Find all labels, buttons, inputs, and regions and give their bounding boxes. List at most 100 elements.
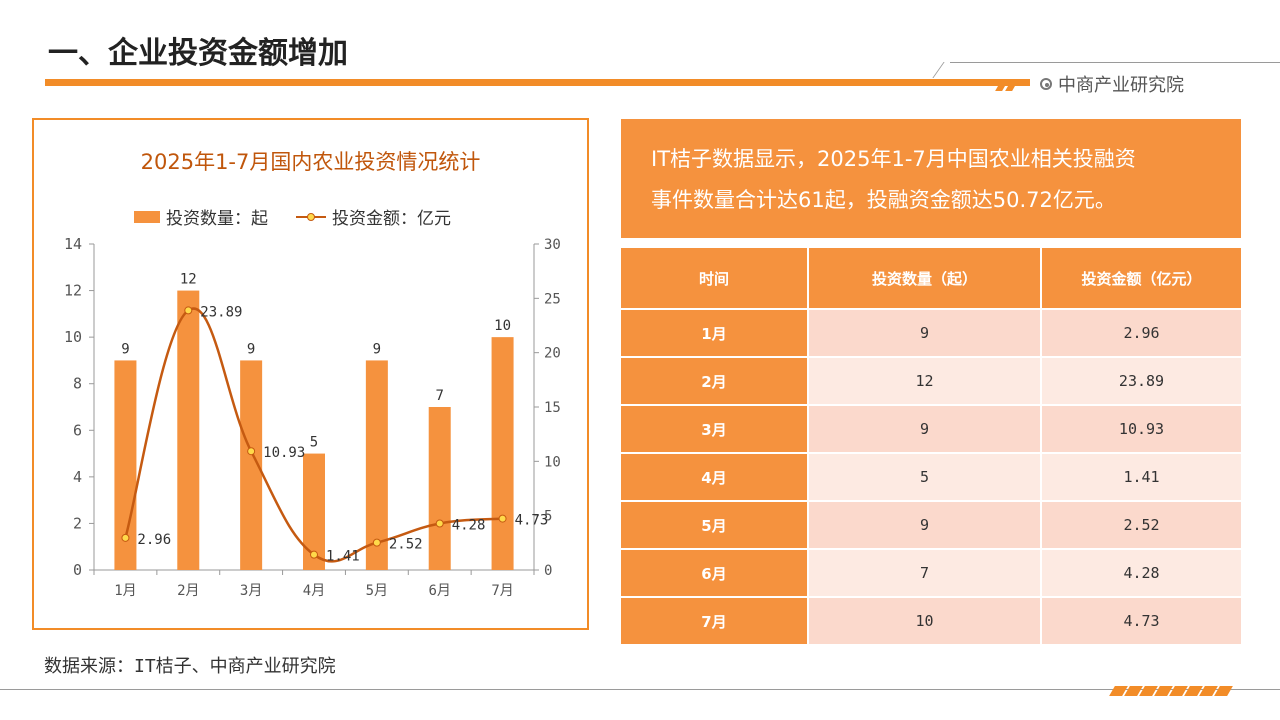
header-time: 时间: [621, 248, 808, 310]
page-title: 一、企业投资金额增加: [48, 36, 348, 71]
y-right-tick-label: 0: [544, 563, 552, 579]
line-point: [372, 538, 381, 547]
y-left-tick-label: 6: [73, 421, 82, 439]
line-label: 4.73: [515, 513, 549, 529]
cell-count: 9: [807, 500, 1041, 549]
bar-label: 9: [373, 341, 381, 357]
line-label: 1.41: [326, 549, 360, 565]
bar-label: 7: [435, 388, 443, 404]
bar: [177, 290, 200, 570]
table-row: 7月 10 4.73: [621, 596, 1241, 644]
line-label: 2.52: [389, 537, 423, 553]
chart-title: 2025年1-7月国内农业投资情况统计: [140, 150, 481, 174]
bar: [428, 407, 451, 570]
cell-month: 7月: [621, 596, 808, 644]
header-amount: 投资金额（亿元）: [1040, 248, 1241, 310]
title-underline-bar: [45, 79, 1030, 86]
bar: [303, 453, 325, 570]
brand-name: 中商产业研究院: [1058, 75, 1184, 96]
y-left-tick-label: 14: [64, 235, 82, 253]
header-count: 投资数量（起）: [807, 248, 1041, 310]
cell-month: 5月: [621, 500, 808, 549]
line-label: 4.28: [452, 517, 486, 533]
y-left-tick-label: 2: [73, 514, 82, 532]
cell-month: 6月: [621, 548, 808, 597]
header-decor-slant: [932, 62, 945, 78]
bar-label: 10: [494, 318, 511, 334]
chart-panel: 2025年1-7月国内农业投资情况统计 投资数量：起 投资金额：亿元 0 2 4 6 8…: [32, 118, 589, 630]
footer-line: [0, 689, 1280, 690]
cell-count: 12: [807, 356, 1041, 405]
y-right-tick-label: 10: [544, 454, 561, 470]
cell-amount: 23.89: [1040, 356, 1241, 405]
line-label: 2.96: [137, 532, 171, 548]
combo-chart: 0 2 4 6 8 10 12 14 0 5 10 15 20 25 30 1月 2月 3月 4月 5月 6月 7月 9 12…: [64, 235, 561, 599]
legend-line-swatch: [296, 211, 326, 223]
line-label: 10.93: [263, 445, 305, 461]
line-point: [121, 533, 130, 542]
table-row: 2月 12 23.89: [621, 356, 1241, 405]
header-stripes-decor: [995, 76, 1018, 95]
brand-label: 中商产业研究院: [1040, 71, 1184, 97]
legend-bar-label: 投资数量：起: [166, 209, 268, 229]
header-decor-line: [950, 62, 1280, 63]
summary-line-1: IT桔子数据显示，2025年1-7月中国农业相关投融资: [651, 147, 1136, 171]
table-row: 1月 9 2.96: [621, 308, 1241, 357]
y-right-tick-label: 25: [544, 291, 561, 307]
footer-stripes-decor: [1109, 681, 1233, 700]
x-tick-label: 1月: [114, 583, 136, 599]
cell-count: 10: [807, 596, 1041, 644]
y-left-tick-label: 0: [73, 561, 82, 579]
line-label: 23.89: [200, 304, 242, 320]
line-point: [435, 519, 444, 528]
cell-count: 5: [807, 452, 1041, 501]
cell-amount: 10.93: [1040, 404, 1241, 453]
source-note: 数据来源：IT桔子、中商产业研究院: [44, 656, 336, 677]
bar-label: 5: [310, 435, 318, 451]
x-tick-label: 3月: [240, 583, 262, 599]
y-right-tick-label: 15: [544, 400, 561, 416]
cell-month: 4月: [621, 452, 808, 501]
cell-amount: 4.28: [1040, 548, 1241, 597]
x-tick-label: 2月: [177, 583, 199, 599]
data-table: 时间 投资数量（起） 投资金额（亿元） 1月 9 2.96 2月 12 23.8…: [621, 248, 1241, 644]
legend-line-label: 投资金额：亿元: [332, 209, 451, 229]
y-right-tick-label: 20: [544, 346, 561, 362]
bar: [365, 360, 388, 570]
cell-count: 9: [807, 404, 1041, 453]
line-point: [247, 447, 256, 456]
bar: [491, 337, 514, 570]
y-right-tick-label: 30: [544, 237, 561, 253]
y-right-tick-label: 5: [544, 509, 552, 525]
legend-bar-swatch: [134, 210, 160, 223]
table-row: 3月 9 10.93: [621, 404, 1241, 453]
table-row: 5月 9 2.52: [621, 500, 1241, 549]
y-left-tick-label: 8: [73, 375, 82, 393]
table-row: 4月 5 1.41: [621, 452, 1241, 501]
y-left-tick-label: 4: [73, 468, 82, 486]
table-row: 6月 7 4.28: [621, 548, 1241, 597]
table-header-row: 时间 投资数量（起） 投资金额（亿元）: [621, 248, 1241, 310]
bar-label: 9: [121, 341, 129, 357]
cell-month: 1月: [621, 308, 808, 357]
target-icon: [1040, 78, 1052, 90]
chart-legend: 投资数量：起 投资金额：亿元: [134, 204, 451, 229]
x-tick-label: 5月: [366, 583, 388, 599]
x-tick-label: 7月: [491, 583, 513, 599]
summary-line-2: 事件数量合计达61起，投融资金额达50.72亿元。: [651, 188, 1116, 212]
bar: [240, 360, 263, 570]
bar-label: 9: [247, 341, 255, 357]
cell-amount: 1.41: [1040, 452, 1241, 501]
x-tick-label: 6月: [428, 583, 450, 599]
cell-month: 2月: [621, 356, 808, 405]
y-left-tick-label: 10: [64, 328, 82, 346]
bar-label: 12: [180, 272, 197, 288]
cell-amount: 2.96: [1040, 308, 1241, 357]
cell-count: 7: [807, 548, 1041, 597]
y-left-tick-label: 12: [64, 282, 82, 300]
x-tick-label: 4月: [303, 583, 325, 599]
cell-amount: 2.52: [1040, 500, 1241, 549]
cell-count: 9: [807, 308, 1041, 357]
summary-box: IT桔子数据显示，2025年1-7月中国农业相关投融资 事件数量合计达61起，投…: [621, 119, 1241, 238]
cell-month: 3月: [621, 404, 808, 453]
